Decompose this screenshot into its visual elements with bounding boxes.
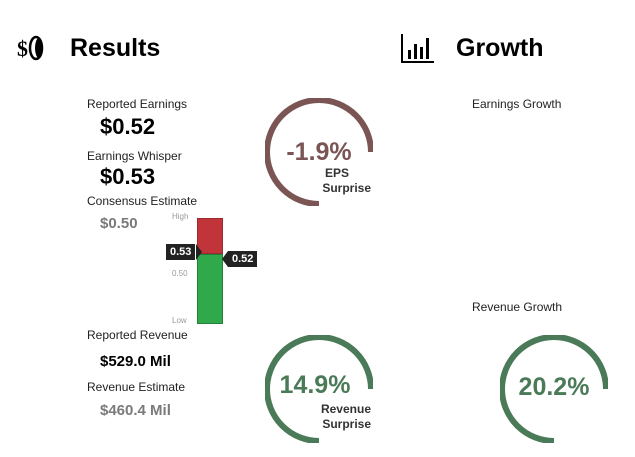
svg-text:$: $	[17, 36, 28, 61]
range-low-label: Low	[172, 316, 187, 325]
earnings-growth-label: Earnings Growth	[472, 97, 562, 111]
reported-revenue-value: $529.0 Mil	[100, 353, 171, 370]
growth-header: Growth	[400, 32, 600, 66]
revenue-surprise-caption: Revenue Surprise	[285, 402, 371, 432]
whisper-tag: 0.53	[166, 244, 196, 260]
revenue-estimate-label: Revenue Estimate	[87, 380, 186, 394]
reported-revenue-label: Reported Revenue	[87, 328, 188, 342]
growth-title: Growth	[456, 34, 544, 62]
estimate-range-bar: High 0.50 Low 0.53 0.52	[160, 210, 270, 330]
earnings-whisper-value: $0.53	[100, 164, 156, 189]
consensus-estimate-label: Consensus Estimate	[87, 194, 198, 208]
results-title: Results	[70, 34, 161, 62]
revenue-caption-line1: Revenue	[320, 402, 371, 416]
range-high-label: High	[172, 212, 189, 221]
range-below-segment	[197, 254, 223, 324]
whisper-tag-pointer	[196, 244, 202, 260]
revenue-growth-ring	[500, 335, 608, 443]
revenue-gauge-ring	[265, 335, 373, 443]
earnings-whisper-label: Earnings Whisper	[87, 149, 182, 163]
revenue-estimate-value: $460.4 Mil	[100, 402, 171, 419]
eps-surprise-caption: EPS Surprise	[285, 166, 371, 196]
revenue-growth-value: 20.2%	[518, 373, 590, 401]
eps-caption-line1: EPS	[324, 166, 349, 180]
eps-gauge-ring	[265, 98, 373, 206]
consensus-estimate-value: $0.50	[100, 215, 138, 232]
eps-surprise-value: -1.9%	[286, 138, 352, 166]
reported-tag-pointer	[222, 251, 228, 267]
reported-earnings-label: Reported Earnings	[87, 97, 188, 111]
coin-icon: $	[17, 35, 44, 61]
revenue-surprise-gauge: 14.9% Revenue Surprise	[265, 335, 373, 443]
results-header: $ Results	[16, 32, 196, 66]
revenue-growth-gauge: 20.2%	[500, 335, 608, 443]
revenue-caption-line2: Surprise	[322, 417, 371, 431]
revenue-surprise-value: 14.9%	[279, 371, 351, 399]
bar-chart-icon	[401, 34, 434, 63]
range-mid-label: 0.50	[172, 269, 188, 278]
reported-earnings-value: $0.52	[100, 114, 156, 139]
eps-caption-line2: Surprise	[322, 181, 371, 195]
revenue-growth-label: Revenue Growth	[472, 300, 563, 314]
reported-tag: 0.52	[228, 251, 258, 267]
eps-surprise-gauge: -1.9% EPS Surprise	[265, 98, 373, 206]
